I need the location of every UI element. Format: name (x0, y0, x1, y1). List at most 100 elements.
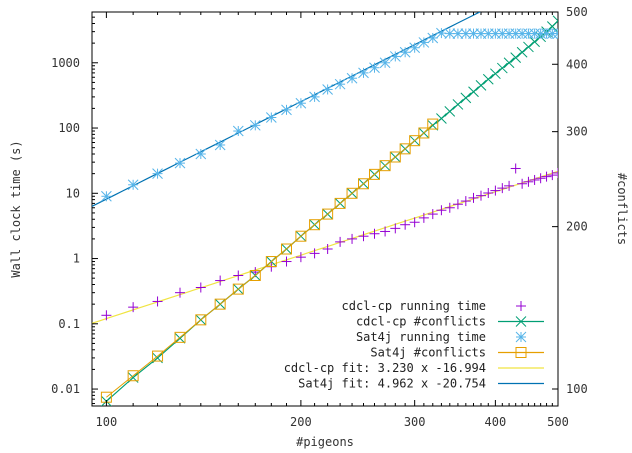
data-point (295, 97, 307, 109)
data-point (418, 212, 429, 223)
legend-label: cdcl-cp running time (342, 299, 487, 313)
data-point (380, 226, 391, 237)
x-tick-label: 100 (96, 415, 118, 429)
star-b (541, 28, 552, 39)
data-point (427, 209, 438, 220)
legend-label: Sat4j fit: 4.962 x -20.754 (298, 377, 486, 391)
square (427, 118, 439, 130)
star-b (174, 157, 186, 169)
y2-axis-label: #conflicts (615, 173, 629, 245)
data-point (389, 51, 401, 62)
data-point (418, 37, 430, 48)
square (369, 168, 381, 180)
data-point (309, 219, 321, 231)
data-point (483, 188, 494, 199)
data-point (452, 199, 463, 210)
data-point (523, 176, 534, 187)
data-point (444, 106, 456, 117)
star-b (399, 46, 411, 58)
star-b (552, 32, 558, 39)
data-point (436, 27, 447, 39)
cross-b (529, 36, 540, 48)
data-point (280, 243, 292, 255)
data-point (399, 143, 411, 155)
y2-tick-label: 100 (566, 382, 588, 396)
square (358, 178, 370, 190)
data-point (265, 112, 277, 123)
star-b (369, 62, 380, 74)
data-point (369, 228, 380, 239)
star-b (452, 28, 464, 39)
data-point (529, 36, 540, 48)
square (127, 370, 139, 382)
cross-b (523, 41, 534, 53)
legend-marker (515, 316, 527, 327)
star-b (295, 97, 307, 109)
data-point (281, 104, 292, 116)
x-axis-label: #pigeons (296, 435, 354, 449)
star-b (379, 57, 391, 69)
star-b (322, 84, 333, 95)
data-point (475, 80, 487, 91)
data-point (346, 187, 358, 199)
data-point (460, 196, 471, 207)
cross-b (515, 316, 527, 327)
y-tick-label: 100 (58, 121, 80, 135)
data-point (334, 197, 346, 209)
y-tick-label: 10 (66, 186, 80, 200)
square (280, 243, 292, 255)
data-point (468, 28, 479, 39)
x-axis-ticks: 100 200 300 400 500 (96, 12, 569, 429)
data-point (510, 163, 521, 174)
x-tick-label: 200 (290, 415, 312, 429)
data-point (379, 57, 391, 69)
fit-lines (92, 12, 558, 324)
star-b (309, 91, 320, 103)
data-point (195, 148, 207, 160)
square (195, 314, 207, 326)
star-b (152, 168, 163, 179)
legend-marker (515, 331, 527, 343)
square (418, 127, 430, 139)
data-point (322, 208, 334, 220)
data-point (322, 84, 333, 95)
y-tick-label: 1 (73, 252, 80, 266)
data-point (334, 78, 346, 90)
square (334, 197, 346, 209)
cross-b (468, 86, 479, 98)
data-point (400, 219, 411, 230)
data-point (490, 185, 501, 196)
star-b (418, 37, 430, 48)
data-point (127, 179, 139, 191)
data-point (482, 73, 494, 85)
data-point (265, 256, 277, 268)
data-point (390, 223, 401, 234)
data-point (195, 314, 207, 326)
data-point (444, 202, 455, 213)
data-point (232, 283, 244, 295)
square (295, 230, 307, 242)
data-point (547, 170, 558, 181)
legend-marker (515, 347, 527, 358)
star-a (552, 28, 558, 35)
square (399, 143, 411, 155)
star-b (389, 51, 401, 62)
data-point (379, 160, 391, 172)
square (152, 350, 164, 362)
data-point (127, 370, 139, 382)
fit-line (92, 170, 558, 324)
cross-b (496, 62, 508, 74)
data-point (475, 190, 486, 201)
plot-frame (91, 11, 559, 407)
data-point (335, 236, 346, 247)
data-point (496, 62, 508, 74)
cross-b (460, 92, 472, 104)
data-point (409, 217, 420, 228)
series-line (106, 123, 434, 398)
data-point (101, 310, 112, 321)
star-b (195, 148, 207, 160)
star-b (546, 28, 558, 39)
y-tick-label: 1000 (51, 56, 80, 70)
data-point (436, 205, 447, 216)
data-point (195, 282, 206, 293)
